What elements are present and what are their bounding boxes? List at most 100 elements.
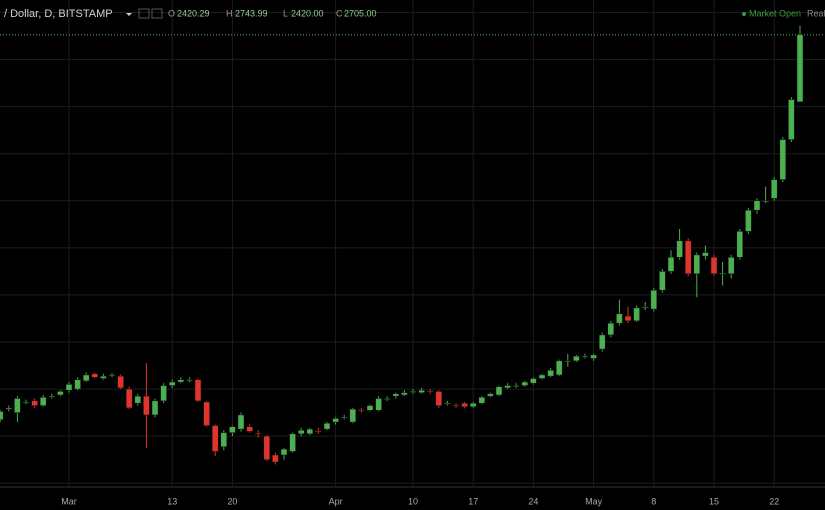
candle-body [177,379,185,383]
candle-body [659,271,666,291]
icon-button[interactable] [151,8,163,19]
candle-body [736,231,744,258]
candle-body [452,404,460,407]
candle-body [91,373,99,378]
candle-body [796,34,804,103]
candle-body [521,381,529,386]
candle-body [143,395,150,416]
candle-body [263,435,271,460]
ohlc-value: 2420.00 [291,8,324,18]
candle-body [22,401,30,404]
candle-body [168,381,176,386]
market-status: Market Open [749,8,801,18]
candle-body [770,179,778,199]
candle-body [0,411,4,420]
candle-body [229,426,236,433]
candle-body [14,398,21,413]
candle-body [323,422,331,430]
ohlc-value: 2705.00 [344,8,377,18]
dropdown-caret[interactable] [126,13,132,16]
candle-body [581,355,589,358]
candle-body [667,257,675,272]
candle-body [624,315,632,322]
x-tick-label: 8 [651,496,656,506]
candle-body [117,375,124,389]
candle-body [650,289,658,310]
candle-body [366,405,374,411]
candle-body [727,257,735,274]
candle-body [753,200,761,211]
candle-body [254,433,262,435]
x-tick-label: May [585,496,603,506]
candle-body [418,390,425,393]
candle-body [203,401,210,426]
candle-body [48,395,56,398]
candle-body [504,385,511,389]
candle-body [383,398,391,400]
candle-body [444,402,451,405]
candle-body [340,417,348,419]
candle-body [762,200,769,203]
ohlc-label: C [336,8,343,18]
candle-body [65,384,73,391]
candle-body [538,374,546,379]
ohlc-value: 2420.29 [177,8,210,18]
candle-body [297,430,305,435]
candle-body [719,273,726,275]
candle-body [108,374,116,377]
candle-body [5,407,13,410]
grid [0,0,825,487]
ohlc-value: 2743.99 [235,8,268,18]
candle-body [693,254,701,274]
candle-body [401,392,408,396]
candle-body [564,360,572,363]
candle-body [633,307,640,322]
candle-body [616,313,623,324]
candle-body [349,408,357,423]
candle-body [125,388,133,409]
candle-body [409,391,417,393]
candle-body [745,209,752,232]
symbol: / Dollar, D, BITSTAMP [4,8,113,20]
x-tick-label: 10 [408,496,418,506]
candle-body [676,240,683,258]
x-tick-label: Mar [61,496,77,506]
candle-body [598,334,606,350]
candle-body [702,252,709,257]
candle-body [375,398,382,411]
candle-body [100,375,107,379]
candle-body [684,240,692,274]
candle-body [495,386,503,396]
candle-body [332,418,339,423]
icon-button[interactable] [138,8,150,19]
candle-body [272,454,279,463]
candle-body [246,426,253,432]
candle-body [31,400,38,406]
candle-body [315,430,322,433]
candle-body [641,306,649,308]
candle-body [512,385,520,387]
candle-body [194,379,202,402]
status-dot [742,12,746,16]
candle-body [306,428,314,435]
x-tick-label: Apr [329,496,343,506]
candle-body [779,139,787,180]
candle-body [289,433,296,452]
candle-body [426,390,434,393]
candle-body [590,354,597,359]
candle-body [547,370,554,377]
candle-body [461,402,468,407]
x-tick-label: 17 [468,496,478,506]
candle-body [186,379,193,381]
candle-body [487,393,494,397]
candle-body [74,379,81,390]
candle-body [435,391,443,406]
x-tick-label: 20 [227,496,237,506]
candle-body [211,425,219,452]
ohlc-label: O [168,8,175,18]
candle-body [160,385,167,402]
x-tick-label: 15 [709,496,719,506]
realtime-label: Real [807,8,825,18]
